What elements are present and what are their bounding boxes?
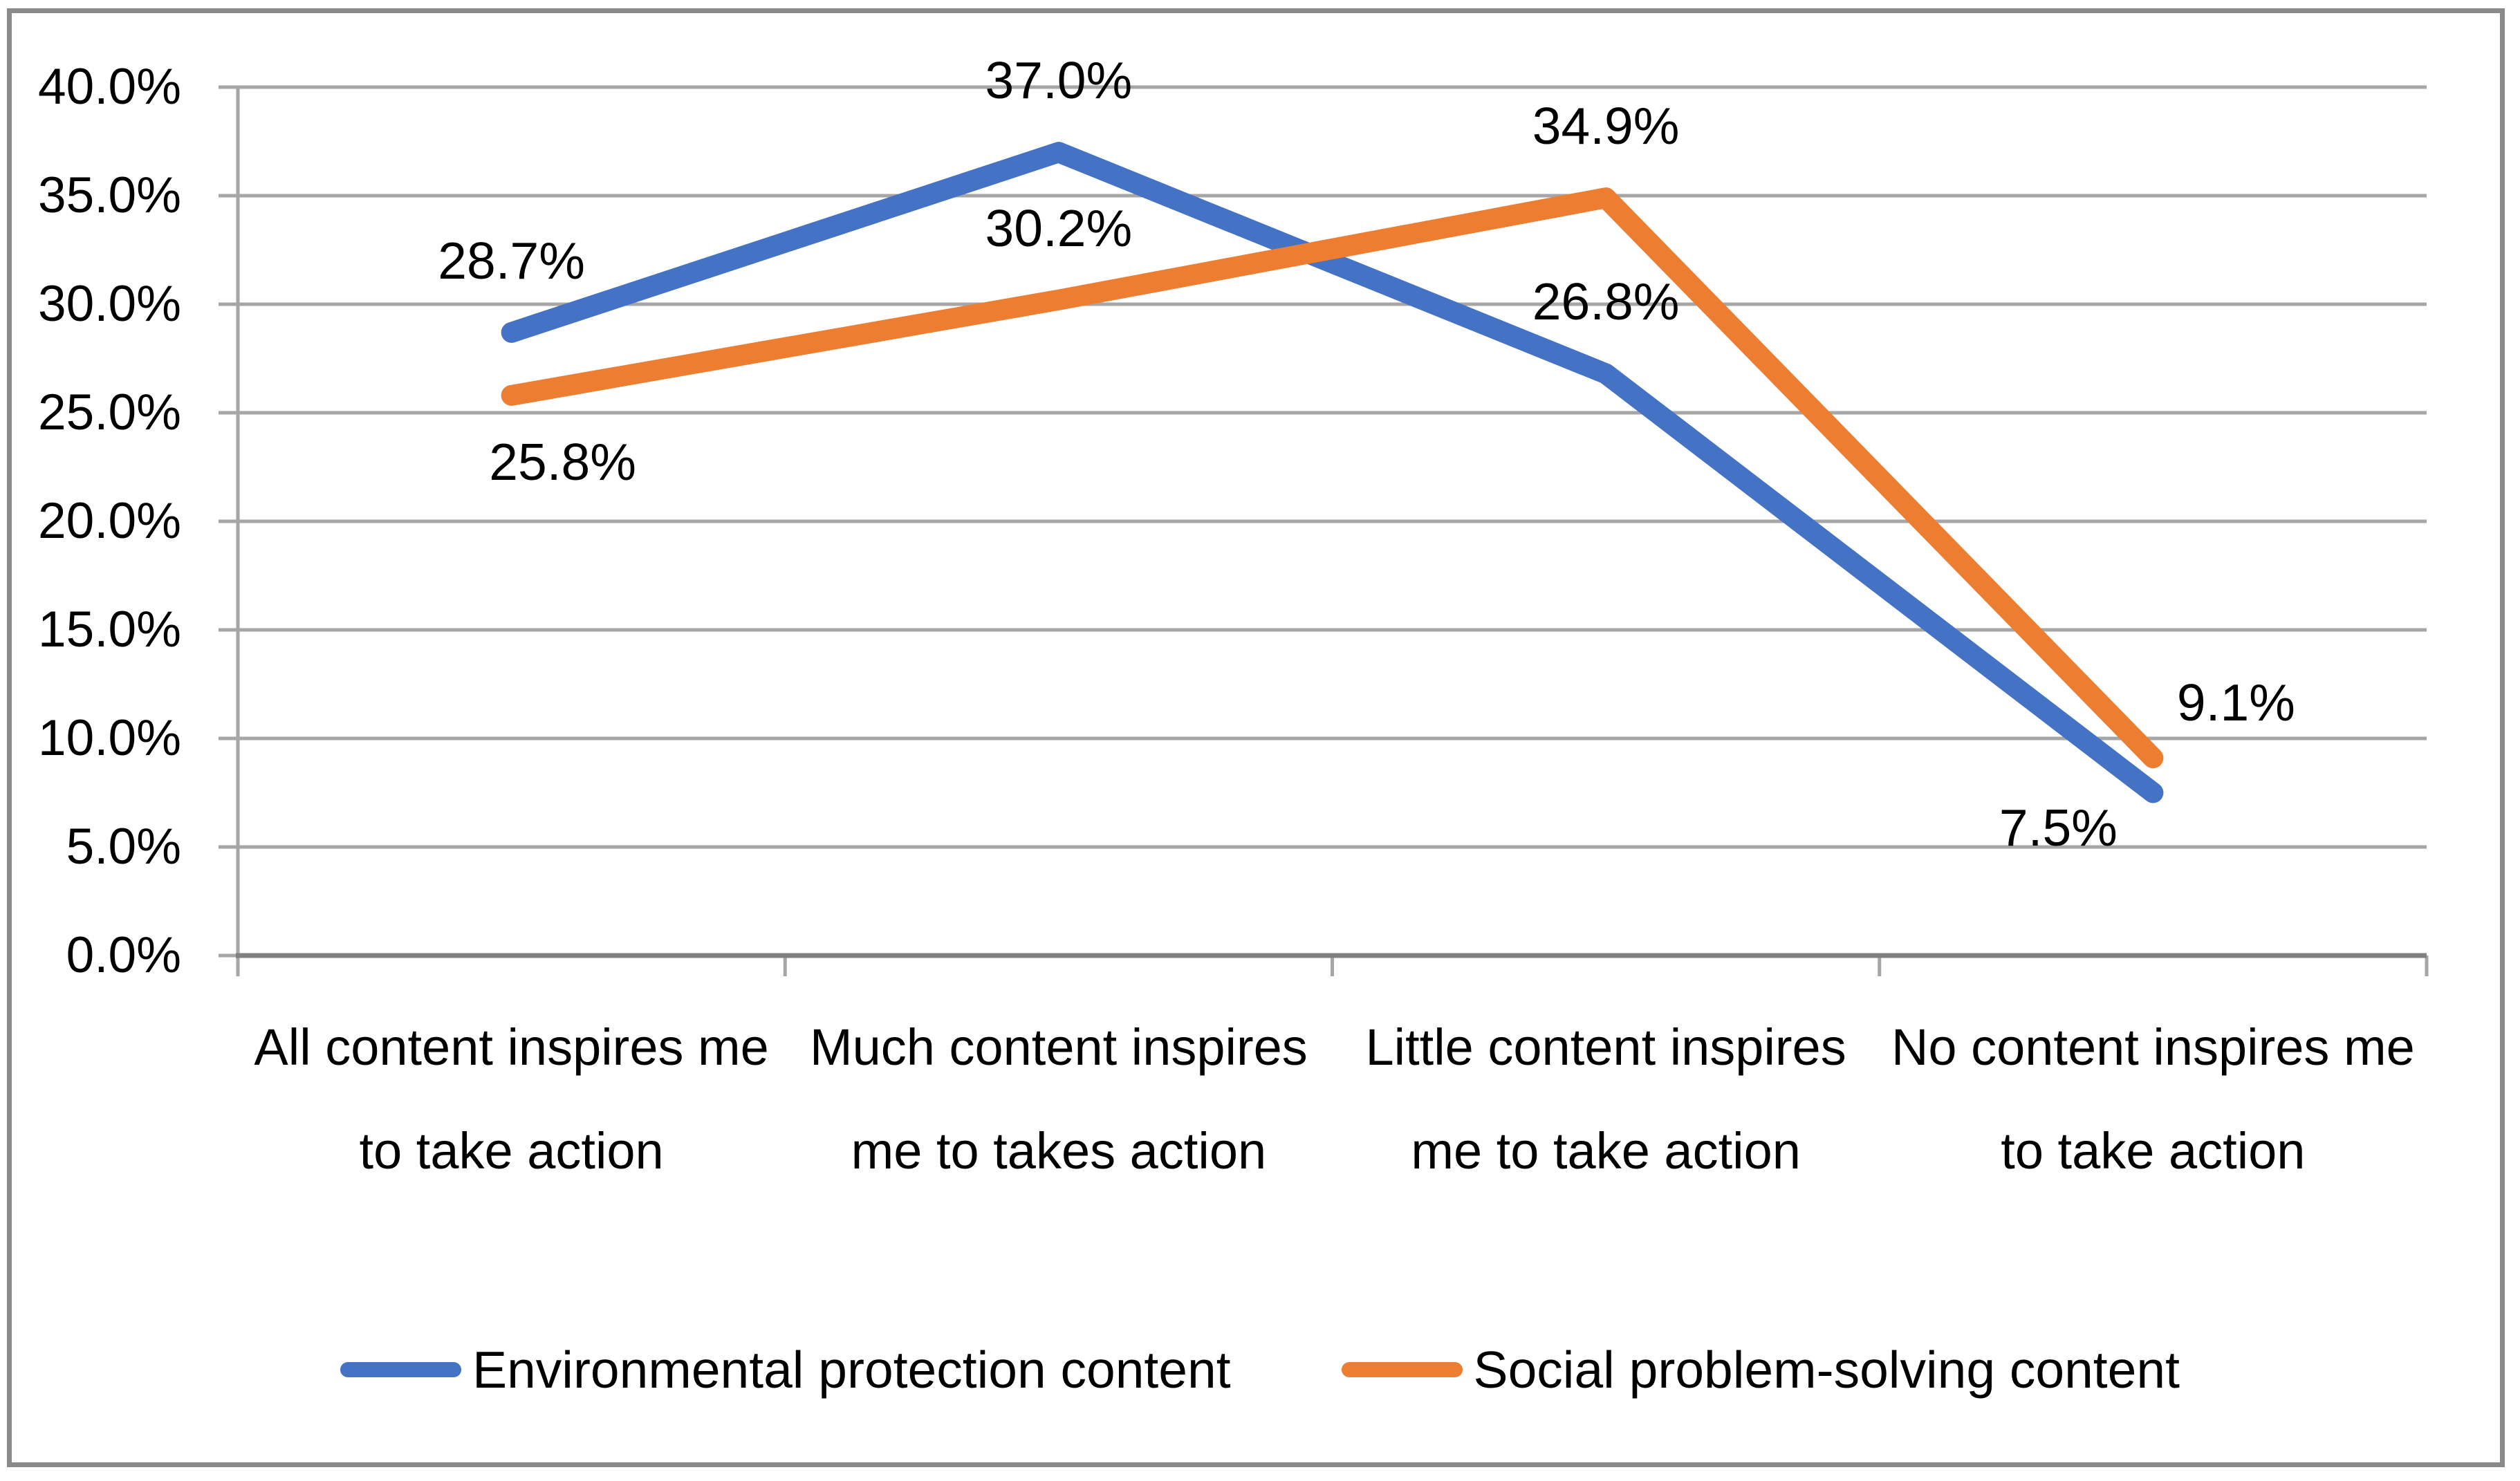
x-category-label: All content inspires me to take action xyxy=(235,996,788,1203)
y-tick-label: 10.0% xyxy=(38,710,181,766)
series-line-blue xyxy=(501,142,2164,803)
legend-label: Environmental protection content xyxy=(472,1341,1231,1399)
y-tick-label: 35.0% xyxy=(38,167,181,223)
y-tick-label: 20.0% xyxy=(38,493,181,549)
legend: Environmental protection content Social … xyxy=(0,1340,2520,1399)
y-tick-label: 5.0% xyxy=(66,819,181,875)
data-label: 7.5% xyxy=(1999,798,2118,857)
data-label: 30.2% xyxy=(985,198,1133,257)
data-label: 9.1% xyxy=(2176,673,2295,732)
chart-outer-border xyxy=(7,8,2505,1467)
data-label: 34.9% xyxy=(1532,97,1680,156)
y-tick-label: 40.0% xyxy=(38,59,181,115)
legend-label: Social problem-solving content xyxy=(1473,1341,2180,1399)
x-category-label-line: to take action xyxy=(359,1122,664,1180)
x-category-label-line: me to take action xyxy=(1411,1122,1801,1180)
x-category-label-line: All content inspires me xyxy=(254,1018,769,1076)
data-label: 28.7% xyxy=(438,231,585,290)
series-line-orange xyxy=(501,187,2164,769)
x-category-label-line: me to takes action xyxy=(851,1122,1267,1180)
data-label: 37.0% xyxy=(985,51,1133,110)
x-category-label: Much content inspires me to takes action xyxy=(782,996,1335,1203)
legend-line-swatch-orange xyxy=(1341,1362,1463,1377)
y-tick-label: 15.0% xyxy=(38,602,181,658)
y-tick-label: 30.0% xyxy=(38,276,181,332)
x-category-label-line: No content inspires me xyxy=(1891,1018,2415,1076)
legend-item-environmental: Environmental protection content xyxy=(340,1340,1231,1399)
x-category-label-line: to take action xyxy=(2001,1122,2306,1180)
y-tick-label: 25.0% xyxy=(38,384,181,440)
data-label: 26.8% xyxy=(1532,272,1680,331)
y-tick-label: 0.0% xyxy=(66,927,181,983)
x-category-label-line: Little content inspires xyxy=(1365,1018,1846,1076)
data-label: 25.8% xyxy=(489,432,636,491)
x-category-label: No content inspires me to take action xyxy=(1876,996,2429,1203)
legend-item-social: Social problem-solving content xyxy=(1341,1340,2180,1399)
legend-line-swatch-blue xyxy=(340,1362,462,1377)
x-category-label-line: Much content inspires xyxy=(809,1018,1308,1076)
x-category-label: Little content inspires me to take action xyxy=(1329,996,1882,1203)
